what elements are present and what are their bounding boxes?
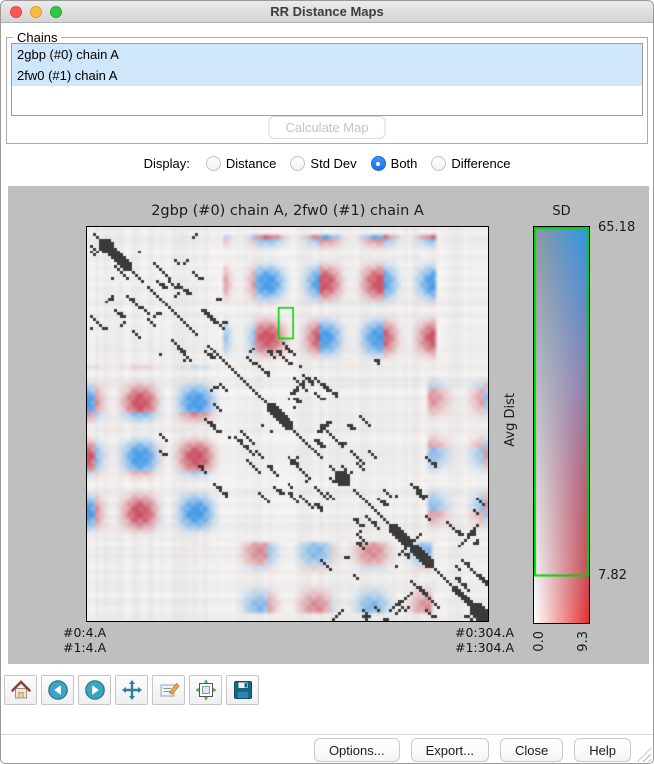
forward-button[interactable] bbox=[78, 675, 111, 705]
distance-map-canvas[interactable] bbox=[87, 227, 488, 621]
colorbar-y-axis-label: Avg Dist bbox=[503, 393, 518, 447]
radio-circle-icon[interactable] bbox=[290, 156, 306, 171]
export-button[interactable]: Export... bbox=[410, 738, 489, 762]
plot-toolbar bbox=[1, 664, 653, 734]
footer-buttons: Options... Export... Close Help bbox=[313, 738, 631, 762]
colorbar-canvas[interactable] bbox=[534, 227, 589, 623]
back-arrow-icon bbox=[47, 680, 68, 700]
radio-circle-icon[interactable] bbox=[370, 156, 386, 171]
edit-note-icon bbox=[160, 682, 180, 697]
close-button[interactable] bbox=[10, 6, 22, 18]
pan-button[interactable] bbox=[115, 675, 148, 705]
save-button[interactable] bbox=[226, 675, 259, 705]
chains-listbox[interactable]: 2gbp (#0) chain A 2fw0 (#1) chain A bbox=[11, 43, 643, 116]
colorbar-threshold-label: 7.82 bbox=[598, 568, 627, 583]
display-options-row: Display: Distance Std Dev Both Differenc… bbox=[1, 150, 653, 177]
colorbar[interactable] bbox=[533, 226, 590, 624]
axis-corner-labels-left: #0:4.A #1:4.A bbox=[63, 625, 106, 655]
corner-label: #0:304.A bbox=[454, 625, 514, 640]
close-dialog-button[interactable]: Close bbox=[500, 738, 564, 762]
footer-separator bbox=[1, 734, 653, 735]
display-label: Display: bbox=[143, 156, 190, 171]
corner-label: #1:304.A bbox=[454, 640, 514, 655]
chains-group-box: Chains 2gbp (#0) chain A 2fw0 (#1) chain… bbox=[6, 30, 648, 144]
corner-label: #0:4.A bbox=[63, 625, 107, 640]
subplot-config-icon bbox=[195, 679, 216, 701]
window-title: RR Distance Maps bbox=[270, 4, 384, 19]
radio-label: Distance bbox=[225, 156, 277, 171]
home-button[interactable] bbox=[4, 675, 37, 705]
list-item[interactable]: 2gbp (#0) chain A bbox=[12, 44, 642, 65]
customize-button[interactable] bbox=[152, 675, 185, 705]
pan-arrows-icon bbox=[121, 680, 142, 700]
chains-group-label: Chains bbox=[13, 30, 62, 45]
options-button[interactable]: Options... bbox=[313, 738, 400, 762]
figure-area: 2gbp (#0) chain A, 2fw0 (#1) chain A #0:… bbox=[8, 186, 649, 664]
title-bar: RR Distance Maps bbox=[1, 1, 653, 23]
radio-difference[interactable]: Difference bbox=[431, 156, 510, 171]
back-button[interactable] bbox=[41, 675, 74, 705]
radio-both[interactable]: Both bbox=[370, 156, 418, 171]
colorbar-xtick-max: 9.3 bbox=[576, 631, 591, 652]
zoom-button[interactable] bbox=[50, 6, 62, 18]
plot-title: 2gbp (#0) chain A, 2fw0 (#1) chain A bbox=[151, 203, 424, 219]
list-item[interactable]: 2fw0 (#1) chain A bbox=[12, 65, 642, 86]
radio-label: Difference bbox=[451, 156, 511, 171]
minimize-button[interactable] bbox=[30, 6, 42, 18]
help-button[interactable]: Help bbox=[574, 738, 631, 762]
radio-label: Std Dev bbox=[310, 156, 357, 171]
colorbar-title: SD bbox=[552, 204, 571, 219]
forward-arrow-icon bbox=[84, 680, 105, 700]
corner-label: #1:4.A bbox=[63, 640, 107, 655]
home-icon bbox=[10, 680, 31, 699]
radio-circle-icon[interactable] bbox=[431, 156, 447, 171]
save-floppy-icon bbox=[233, 681, 252, 699]
calculate-map-button[interactable]: Calculate Map bbox=[268, 116, 386, 139]
radio-distance[interactable]: Distance bbox=[205, 156, 277, 171]
colorbar-xtick-min: 0.0 bbox=[532, 631, 547, 652]
resize-grip[interactable] bbox=[636, 747, 651, 762]
radio-label: Both bbox=[390, 156, 418, 171]
radio-std-dev[interactable]: Std Dev bbox=[290, 156, 357, 171]
radio-circle-icon[interactable] bbox=[205, 156, 221, 171]
distance-map-plot[interactable] bbox=[86, 226, 489, 622]
axis-corner-labels-right: #0:304.A #1:304.A bbox=[438, 625, 514, 655]
configure-subplots-button[interactable] bbox=[189, 675, 222, 705]
colorbar-max-label: 65.18 bbox=[598, 220, 636, 235]
